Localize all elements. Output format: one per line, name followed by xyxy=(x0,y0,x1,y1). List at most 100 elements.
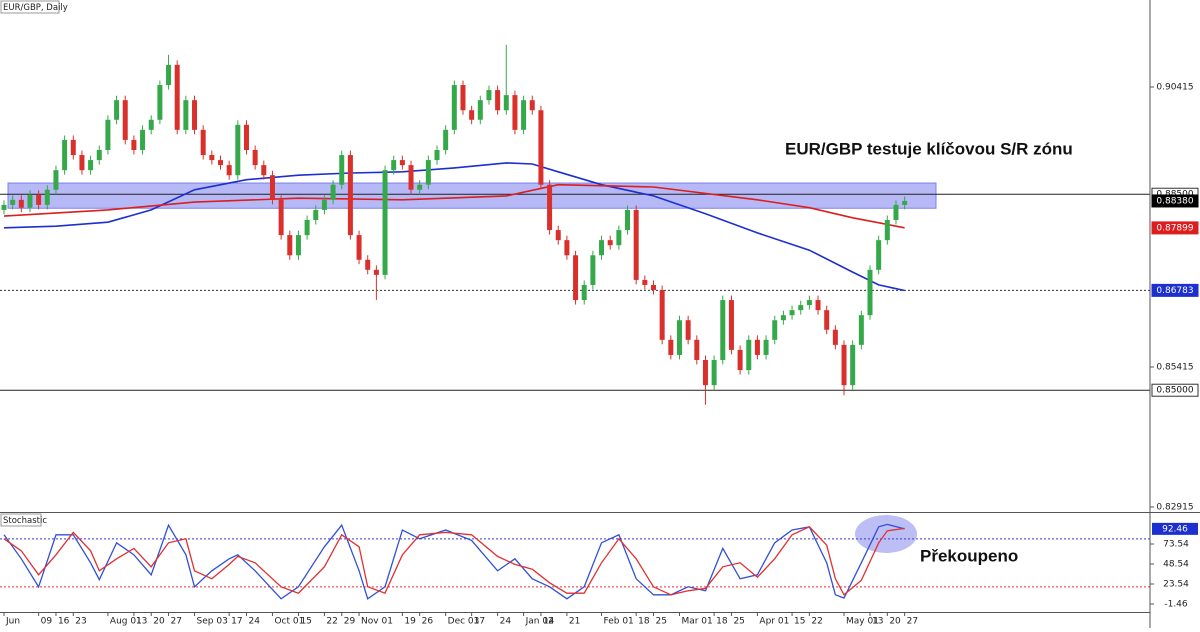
x-tick-label: Oct 01 xyxy=(274,617,304,627)
candle-body xyxy=(486,90,492,101)
candle-body xyxy=(867,269,873,316)
x-tick-label: 22 xyxy=(326,617,337,627)
x-tick-label: 20 xyxy=(889,617,901,627)
stochastic-tick-label: 23.54 xyxy=(1163,580,1189,590)
candle-body xyxy=(382,170,388,275)
candle-body xyxy=(720,300,726,360)
candle-body xyxy=(44,189,50,205)
stochastic-annotation: Překoupeno xyxy=(920,546,1018,565)
candle-body xyxy=(53,170,59,190)
x-tick-label: Mar 01 xyxy=(681,617,712,627)
candle-body xyxy=(451,85,457,130)
candle-body xyxy=(668,339,674,355)
stochastic-line xyxy=(3,526,905,596)
candle-body xyxy=(642,279,648,285)
candle-body xyxy=(746,339,752,371)
x-tick-label: Jun xyxy=(5,617,20,627)
x-tick-label: 25 xyxy=(656,617,667,627)
candle-body xyxy=(599,240,605,256)
candle-body xyxy=(789,310,795,316)
x-tick-label: 23 xyxy=(75,617,86,627)
candle-body xyxy=(477,100,483,120)
x-tick-label: 17 xyxy=(231,617,242,627)
candle-body xyxy=(711,359,717,386)
candle-body xyxy=(832,329,838,345)
price-panel xyxy=(0,44,1150,405)
candle-body xyxy=(555,230,561,241)
x-tick-label: 15 xyxy=(300,617,311,627)
x-tick-label: 17 xyxy=(474,617,485,627)
candle-body xyxy=(209,155,215,161)
y-tick-label: 0.82915 xyxy=(1156,502,1193,512)
candle-body xyxy=(676,320,682,355)
x-tick-label: May 01 xyxy=(846,617,879,627)
candle-body xyxy=(512,95,518,130)
candle-body xyxy=(365,259,371,270)
candle-body xyxy=(590,255,596,285)
candle-body xyxy=(798,305,804,311)
x-tick-label: 25 xyxy=(733,617,744,627)
candle-body xyxy=(62,139,68,171)
candle-body xyxy=(841,344,847,386)
x-tick-label: 19 xyxy=(404,617,416,627)
candle-body xyxy=(850,344,856,386)
x-tick-label: 27 xyxy=(907,617,918,627)
candle-body xyxy=(140,129,146,151)
candle-body xyxy=(27,194,33,208)
candle-body xyxy=(408,165,414,190)
price-tag-label: 0.87899 xyxy=(1156,223,1193,233)
candle-body xyxy=(529,100,535,111)
stochastic-tick-label: 48.54 xyxy=(1163,560,1189,570)
x-tick-label: 18 xyxy=(716,617,728,627)
price-tag-label: 0.85000 xyxy=(1156,386,1193,396)
candle-body xyxy=(902,200,908,205)
candle-body xyxy=(391,160,397,171)
candle-body xyxy=(261,165,267,176)
candle-body xyxy=(287,235,293,256)
candle-body xyxy=(105,119,111,151)
candle-body xyxy=(252,150,258,166)
price-tag xyxy=(1151,194,1199,208)
stochastic-value-label: 92.46 xyxy=(1162,524,1188,534)
price-tag-label: 0.88380 xyxy=(1156,196,1193,206)
candle-body xyxy=(218,160,223,166)
x-tick-label: 24 xyxy=(248,617,260,627)
x-tick-label: Dec 03 xyxy=(448,617,480,627)
y-tick-label: 0.85415 xyxy=(1156,362,1193,372)
x-tick-label: Nov 01 xyxy=(361,617,393,627)
candle-body xyxy=(18,199,24,208)
candle-body xyxy=(148,119,154,130)
candle-body xyxy=(131,139,137,151)
x-tick-label: 29 xyxy=(344,617,356,627)
x-tick-label: Apr 01 xyxy=(759,617,789,627)
candle-body xyxy=(96,150,102,161)
candle-body xyxy=(503,95,509,111)
candle-body xyxy=(417,184,423,190)
candle-body xyxy=(573,255,579,301)
x-tick-label: 26 xyxy=(422,617,434,627)
candle-body xyxy=(399,160,405,166)
candle-body xyxy=(625,209,631,231)
candle-body xyxy=(651,284,656,290)
candle-body xyxy=(174,64,180,130)
candle-body xyxy=(728,300,734,350)
annotation: EUR/GBP testuje klíčovou S/R zónu xyxy=(785,139,1073,158)
candle-body xyxy=(659,289,665,340)
candle-body xyxy=(235,124,241,176)
x-tick-label: 16 xyxy=(58,617,70,627)
candle-body xyxy=(702,359,708,386)
candle-body xyxy=(806,300,812,306)
candle-body xyxy=(313,209,319,220)
candle-body xyxy=(876,240,882,270)
candle-body xyxy=(226,165,232,176)
x-tick-label: 22 xyxy=(811,617,822,627)
stochastic-tick-label: -1.46 xyxy=(1164,600,1188,610)
candle-body xyxy=(347,155,353,236)
sr-zone xyxy=(7,182,937,209)
candle-body xyxy=(295,235,301,256)
candle-body xyxy=(339,155,345,185)
candle-body xyxy=(858,315,864,345)
x-tick-label: 18 xyxy=(638,617,650,627)
candle-body xyxy=(443,129,449,151)
